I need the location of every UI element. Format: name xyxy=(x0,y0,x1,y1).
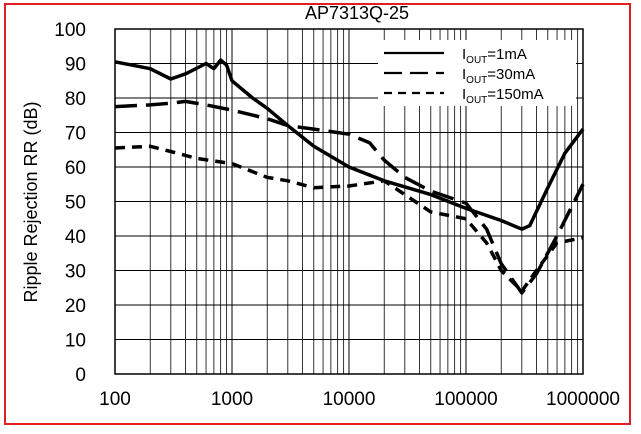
y-tick-label: 80 xyxy=(65,89,86,110)
y-tick-label: 0 xyxy=(75,365,86,386)
y-axis-label: Ripple Rejection RR (dB) xyxy=(21,101,41,302)
legend-label-1: IOUT=1mA xyxy=(462,46,527,66)
y-tick-label: 10 xyxy=(65,331,86,352)
y-tick-label: 60 xyxy=(65,158,86,179)
chart-frame xyxy=(4,3,631,425)
y-tick-label: 40 xyxy=(65,227,86,248)
series-layer xyxy=(114,58,585,295)
chart-title: AP7313Q-25 xyxy=(305,3,409,23)
legend-label-3: IOUT=150mA xyxy=(462,86,544,106)
x-tick-label: 100 xyxy=(99,389,131,410)
legend-label-2: IOUT=30mA xyxy=(462,66,535,86)
x-tick-label: 1000 xyxy=(211,389,253,410)
y-tick-label: 30 xyxy=(65,262,86,283)
y-tick-label: 90 xyxy=(65,55,86,76)
y-tick-label: 50 xyxy=(65,193,86,214)
y-tick-label: 100 xyxy=(54,20,86,41)
x-tick-label: 1000000 xyxy=(546,389,620,410)
y-tick-label: 70 xyxy=(65,124,86,145)
y-tick-label: 20 xyxy=(65,296,86,317)
axis-tick-labels: 100 1000 10000 100000 1000000 0 10 20 30 40 50 60 70… xyxy=(54,20,620,410)
x-tick-label: 100000 xyxy=(434,389,497,410)
series-line-3 xyxy=(114,144,584,293)
x-tick-label: 10000 xyxy=(323,389,376,410)
plot-border xyxy=(114,28,584,375)
